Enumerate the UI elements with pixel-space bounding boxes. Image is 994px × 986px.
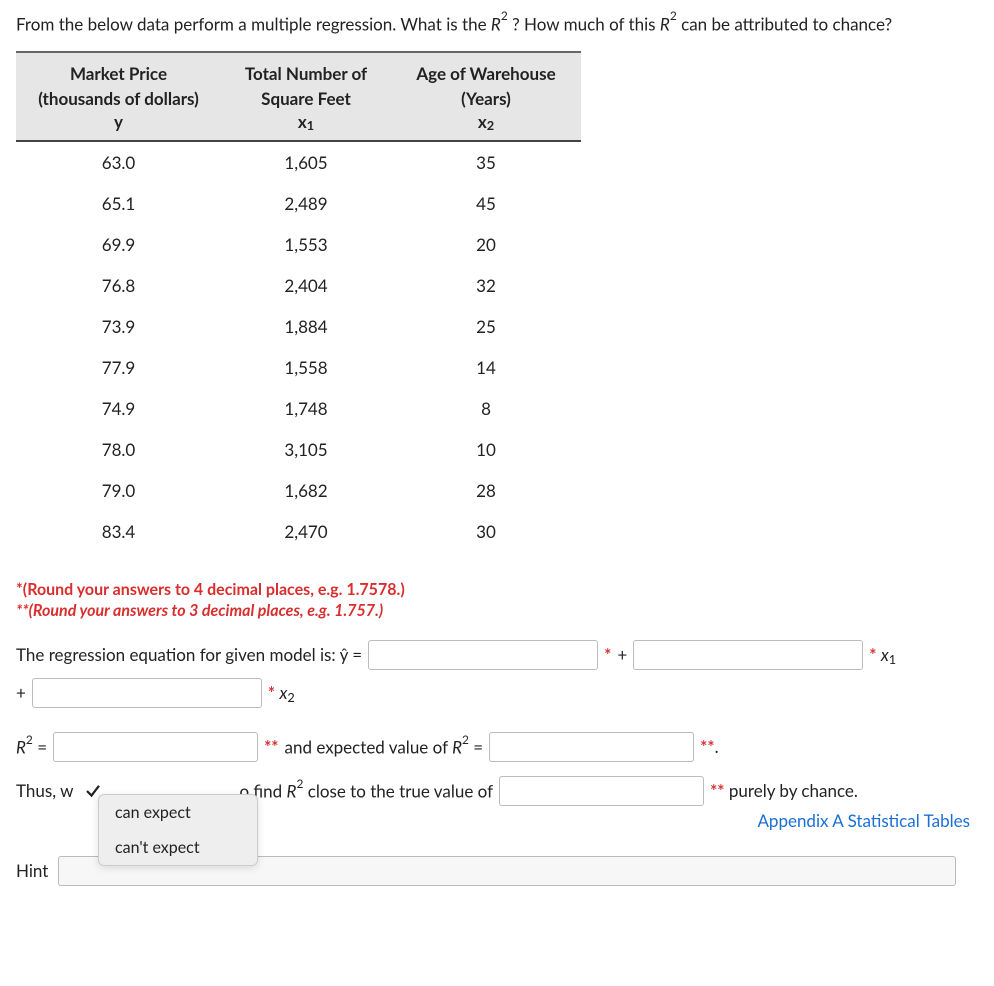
r2-label: R2 =	[16, 735, 47, 758]
cell-y: 76.8	[16, 265, 221, 306]
th-x1: x1	[221, 111, 391, 141]
cell-x2: 30	[391, 511, 581, 552]
cell-x2: 10	[391, 429, 581, 470]
cell-x1: 2,489	[221, 183, 391, 224]
star2-red-1: **	[264, 736, 278, 757]
cell-x2: 28	[391, 470, 581, 511]
table-row: 65.12,48945	[16, 183, 581, 224]
cell-x1: 1,682	[221, 470, 391, 511]
cell-y: 74.9	[16, 388, 221, 429]
cell-x1: 2,470	[221, 511, 391, 552]
cell-y: 77.9	[16, 347, 221, 388]
question-text: From the below data perform a multiple r…	[16, 12, 978, 35]
true-value-input[interactable]	[499, 776, 704, 806]
cell-x1: 1,558	[221, 347, 391, 388]
cell-x2: 8	[391, 388, 581, 429]
cell-y: 69.9	[16, 224, 221, 265]
expected-label: and expected value of R2 =	[285, 735, 484, 758]
cell-x2: 35	[391, 141, 581, 183]
hint-label: Hint	[16, 860, 48, 881]
cell-x2: 20	[391, 224, 581, 265]
cell-x1: 1,605	[221, 141, 391, 183]
appendix-link[interactable]: Appendix A Statistical Tables	[757, 810, 970, 831]
rounding-note-1: *(Round your answers to 4 decimal places…	[16, 580, 978, 599]
cell-x2: 45	[391, 183, 581, 224]
cell-y: 63.0	[16, 141, 221, 183]
appendix-link-text[interactable]: Appendix A Statistical Tables	[757, 810, 970, 831]
dropdown-option-cant-expect[interactable]: can't expect	[99, 830, 257, 865]
eq-label: The regression equation for given model …	[16, 644, 362, 665]
th-age-1: Age of Warehouse	[391, 52, 581, 88]
thus-mid: o find R2 close to the true value of	[239, 779, 493, 802]
expect-dropdown[interactable]: can expect can't expect	[98, 794, 258, 866]
table-row: 78.03,10510	[16, 429, 581, 470]
data-table: Market Price Total Number of Age of Ware…	[16, 51, 581, 552]
star2-period: **.	[700, 736, 718, 757]
cell-x1: 3,105	[221, 429, 391, 470]
th-x2: x2	[391, 111, 581, 141]
table-row: 79.01,68228	[16, 470, 581, 511]
cell-x1: 1,748	[221, 388, 391, 429]
star-red-1: *	[604, 644, 611, 665]
question-post: can be attributed to chance?	[677, 14, 892, 35]
cell-y: 73.9	[16, 306, 221, 347]
cell-x2: 32	[391, 265, 581, 306]
r2-input[interactable]	[53, 732, 258, 762]
x2-term: * x2	[268, 682, 295, 703]
table-row: 77.91,55814	[16, 347, 581, 388]
regression-equation-line: The regression equation for given model …	[16, 640, 978, 670]
th-age-2: (Years)	[391, 88, 581, 111]
question-mid: ? How much of this	[508, 14, 660, 35]
th-market-price-1: Market Price	[16, 52, 221, 88]
intercept-input[interactable]	[368, 640, 598, 670]
b1-input[interactable]	[633, 640, 863, 670]
cell-x2: 14	[391, 347, 581, 388]
x1-term: * x1	[869, 644, 896, 665]
th-market-price-2: (thousands of dollars)	[16, 88, 221, 111]
cell-y: 65.1	[16, 183, 221, 224]
cell-y: 83.4	[16, 511, 221, 552]
dropdown-option-can-expect[interactable]: can expect	[99, 795, 257, 830]
cell-y: 78.0	[16, 429, 221, 470]
table-row: 76.82,40432	[16, 265, 581, 306]
expected-r2-input[interactable]	[489, 732, 694, 762]
plus-2: +	[16, 682, 26, 703]
thus-pre: Thus, w	[16, 780, 73, 801]
table-row: 73.91,88425	[16, 306, 581, 347]
th-sqft-1: Total Number of	[221, 52, 391, 88]
rounding-note-2: **(Round your answers to 3 decimal place…	[16, 601, 978, 620]
cell-y: 79.0	[16, 470, 221, 511]
r2-line: R2 = ** and expected value of R2 = **.	[16, 732, 978, 762]
cell-x1: 1,553	[221, 224, 391, 265]
th-sqft-2: Square Feet	[221, 88, 391, 111]
question-pre: From the below data perform a multiple r…	[16, 14, 491, 35]
cell-x1: 2,404	[221, 265, 391, 306]
cell-x2: 25	[391, 306, 581, 347]
plus-1: +	[617, 644, 627, 665]
regression-equation-line-2: + * x2	[16, 678, 978, 708]
table-row: 63.01,60535	[16, 141, 581, 183]
table-row: 69.91,55320	[16, 224, 581, 265]
th-y: y	[16, 111, 221, 141]
table-row: 74.91,7488	[16, 388, 581, 429]
b2-input[interactable]	[32, 678, 262, 708]
table-row: 83.42,47030	[16, 511, 581, 552]
thus-post: ** purely by chance.	[710, 780, 858, 801]
cell-x1: 1,884	[221, 306, 391, 347]
